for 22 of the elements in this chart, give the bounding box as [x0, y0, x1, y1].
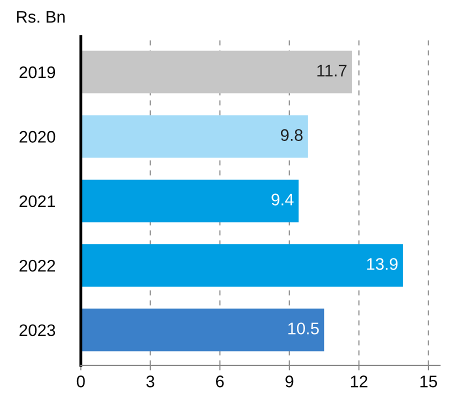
data-label: 11.7 — [317, 64, 346, 76]
y-tick-label: 2022 — [20, 260, 55, 272]
y-tick-label: 2023 — [20, 324, 56, 336]
y-tick-label: 2021 — [20, 195, 56, 208]
data-label: 13.9 — [367, 258, 398, 270]
bar — [80, 180, 299, 222]
y-tick-label: 2019 — [20, 66, 56, 78]
x-tick-label: 0 — [76, 376, 85, 388]
bar — [80, 244, 403, 287]
x-tick-label: 15 — [420, 376, 438, 388]
x-tick-label: 9 — [286, 376, 294, 388]
y-tick-label: 2020 — [20, 130, 56, 143]
data-label: 9.4 — [272, 194, 294, 206]
chart-title: Rs. Bn — [17, 11, 65, 23]
bar — [80, 50, 352, 94]
x-tick-label: 6 — [216, 376, 224, 388]
data-label: 10.5 — [288, 322, 319, 334]
x-tick-label: 3 — [146, 376, 154, 388]
bar — [80, 115, 308, 158]
data-label: 9.8 — [280, 129, 303, 141]
x-tick-label: 12 — [350, 376, 368, 388]
bar — [80, 308, 324, 352]
